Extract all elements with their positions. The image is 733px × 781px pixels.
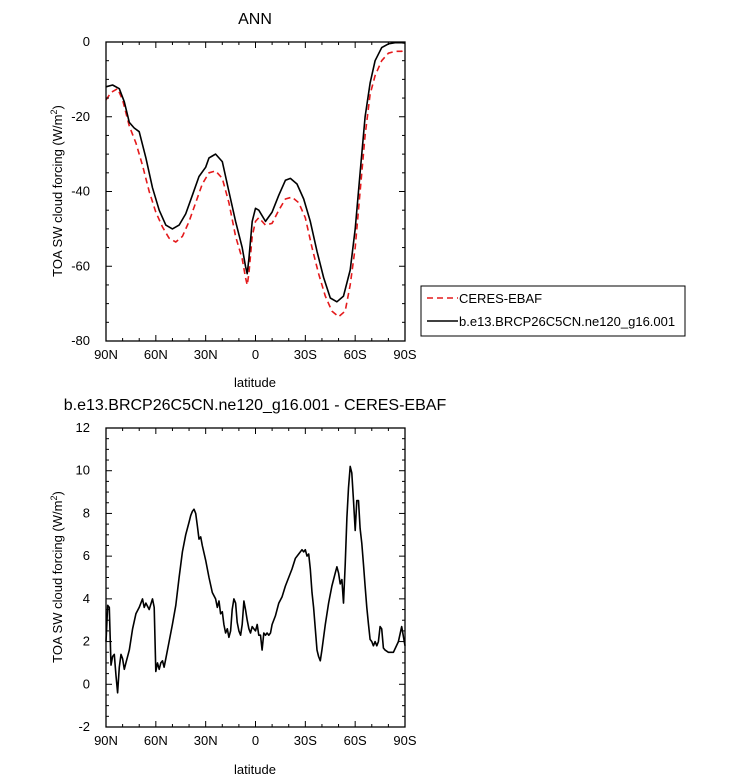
- panel-0-x-tick-label: 0: [252, 347, 259, 362]
- top-chart-title: ANN: [238, 11, 272, 28]
- top-plot-area: 90N 60N 30N 0 30S 60S 90S 0 -20 -40 -60 -80: [71, 34, 417, 362]
- panel-1-x-tick-label: 60N: [144, 733, 168, 748]
- panel-1-y-tick-label: -2: [78, 719, 90, 734]
- panel-0-x-tick-label: 90N: [94, 347, 118, 362]
- panel-1-x-tick-label: 0: [252, 733, 259, 748]
- panel-1-y-tick-label: 4: [83, 591, 90, 606]
- panel-0-x-tick-label: 30S: [294, 347, 317, 362]
- panel-0-series-1-line: [105, 41, 406, 303]
- panel-1-series-group: [105, 465, 406, 694]
- bottom-y-axis-label: TOA SW cloud forcing (W/m2): [49, 491, 65, 663]
- bottom-x-axis-label: latitude: [234, 762, 276, 777]
- panel-0-y-tick-label: -60: [71, 258, 90, 273]
- legend: CERES-EBAF b.e13.BRCP26C5CN.ne120_g16.00…: [420, 285, 686, 337]
- panel-0-y-tick-label: -40: [71, 184, 90, 199]
- panel-0-x-tick-label: 60S: [344, 347, 367, 362]
- panel-1-y-tick-label: 6: [83, 548, 90, 563]
- top-y-axis-label: TOA SW cloud forcing (W/m2): [49, 105, 65, 277]
- panel-1-x-tick-label: 90S: [393, 733, 416, 748]
- panel-0-series-0-line: [105, 48, 406, 318]
- bottom-plot-area: 90N 60N 30N 0 30S 60S 90S 12 10 8 6 4 2 0 -2: [76, 420, 417, 748]
- panel-0-y-tick-label: -20: [71, 109, 90, 124]
- panel-0-y-tick-label: -80: [71, 333, 90, 348]
- panel-0-y-tick-label: 0: [83, 34, 90, 49]
- panel-1-y-tick-label: 0: [83, 676, 90, 691]
- panel-0-x-tick-label: 90S: [393, 347, 416, 362]
- panel-1-x-tick-label: 30S: [294, 733, 317, 748]
- top-x-axis-label: latitude: [234, 375, 276, 390]
- panel-1-x-tick-label: 90N: [94, 733, 118, 748]
- top-panel: ANN 90N 60N 30N 0 30S 60S 90S 0 -20 -40 -60 -80 lat…: [49, 11, 417, 390]
- panel-1-y-tick-label: 12: [76, 420, 90, 435]
- panel-0-x-tick-label: 60N: [144, 347, 168, 362]
- legend-box: [420, 285, 686, 337]
- panel-1-x-tick-label: 60S: [344, 733, 367, 748]
- panel-0-series-group: [105, 41, 406, 318]
- panel-1-y-tick-label: 10: [76, 463, 90, 478]
- panel-0-x-tick-label: 30N: [194, 347, 218, 362]
- panel-1-y-tick-label: 2: [83, 634, 90, 649]
- legend-label-ceres-ebaf: CERES-EBAF: [459, 291, 542, 306]
- panel-1-series-0-line: [105, 465, 406, 694]
- panel-1-frame: [105, 427, 406, 728]
- panel-1-y-tick-label: 8: [83, 505, 90, 520]
- panel-1-x-tick-label: 30N: [194, 733, 218, 748]
- legend-label-model: b.e13.BRCP26C5CN.ne120_g16.001: [459, 314, 675, 329]
- bottom-chart-title: b.e13.BRCP26C5CN.ne120_g16.001 - CERES-E…: [64, 397, 447, 414]
- bottom-panel: b.e13.BRCP26C5CN.ne120_g16.001 - CERES-E…: [49, 397, 446, 777]
- panel-0-frame: [105, 41, 406, 342]
